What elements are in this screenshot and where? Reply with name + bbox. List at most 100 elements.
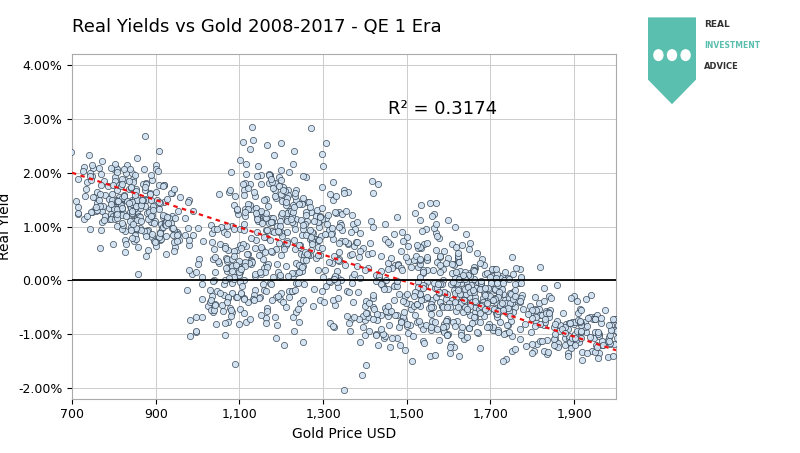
Point	[424, 199, 437, 206]
Point	[294, 241, 306, 249]
Point	[485, 277, 498, 284]
Point	[110, 164, 122, 171]
Point	[575, 319, 588, 326]
Point	[62, 196, 74, 203]
Point	[437, 327, 450, 334]
Point	[113, 204, 126, 211]
Point	[411, 244, 424, 251]
Point	[491, 326, 504, 333]
Point	[417, 325, 430, 333]
Point	[457, 308, 470, 316]
Point	[397, 238, 410, 245]
Point	[333, 224, 346, 231]
Point	[107, 210, 120, 217]
Point	[382, 266, 394, 273]
Point	[582, 314, 594, 322]
Point	[94, 182, 107, 189]
Point	[560, 320, 573, 327]
Point	[526, 340, 539, 347]
Point	[466, 286, 479, 294]
Point	[90, 203, 102, 210]
Point	[253, 251, 266, 259]
Point	[395, 318, 408, 325]
Point	[144, 189, 157, 197]
Point	[454, 328, 467, 335]
Point	[574, 318, 586, 326]
Point	[384, 254, 397, 261]
Point	[454, 290, 467, 297]
Point	[221, 222, 234, 229]
Point	[490, 299, 502, 306]
Point	[272, 293, 285, 300]
Point	[530, 340, 543, 347]
Point	[428, 280, 441, 287]
Point	[346, 280, 358, 287]
Point	[287, 314, 300, 321]
Point	[152, 168, 165, 175]
Point	[96, 207, 109, 215]
Point	[270, 222, 283, 229]
Point	[281, 217, 294, 224]
Point	[418, 295, 430, 303]
Point	[350, 219, 363, 226]
Point	[156, 213, 169, 221]
Point	[113, 193, 126, 201]
Point	[124, 184, 137, 192]
Point	[273, 173, 286, 181]
Point	[603, 339, 616, 347]
Point	[131, 243, 144, 251]
Point	[357, 245, 370, 252]
Point	[130, 214, 143, 222]
Point	[503, 275, 516, 282]
Point	[106, 197, 118, 204]
Point	[170, 231, 183, 239]
Point	[374, 253, 387, 260]
Point	[290, 308, 302, 316]
Point	[336, 211, 349, 218]
Point	[268, 152, 281, 159]
Point	[146, 230, 158, 237]
Point	[266, 218, 278, 225]
Point	[128, 192, 141, 199]
Point	[421, 255, 434, 262]
Point	[593, 349, 606, 356]
Point	[183, 241, 196, 249]
Point	[86, 194, 99, 201]
Point	[414, 296, 427, 304]
Point	[206, 239, 218, 246]
Point	[107, 181, 120, 188]
Point	[323, 258, 336, 265]
Point	[159, 232, 172, 240]
Point	[608, 340, 621, 347]
Point	[503, 329, 516, 336]
Point	[113, 198, 126, 205]
Text: R² = 0.3174: R² = 0.3174	[387, 101, 497, 118]
Point	[440, 290, 453, 298]
Point	[315, 244, 328, 251]
Point	[116, 212, 129, 219]
Point	[490, 278, 503, 285]
Point	[534, 337, 546, 345]
Point	[275, 176, 288, 183]
Point	[170, 238, 183, 245]
Point	[602, 353, 614, 361]
Point	[436, 304, 449, 311]
Point	[262, 220, 275, 227]
Point	[455, 241, 468, 249]
Point	[426, 296, 438, 304]
Point	[293, 268, 306, 275]
Point	[540, 337, 553, 344]
Point	[568, 341, 581, 348]
Point	[118, 165, 130, 173]
Point	[486, 296, 499, 304]
Point	[453, 258, 466, 265]
Point	[414, 256, 426, 264]
Point	[482, 296, 494, 303]
Point	[91, 199, 104, 207]
Point	[238, 206, 251, 213]
Point	[476, 256, 489, 263]
Point	[482, 285, 495, 293]
Point	[463, 324, 476, 332]
Point	[442, 299, 455, 306]
Point	[367, 294, 380, 301]
